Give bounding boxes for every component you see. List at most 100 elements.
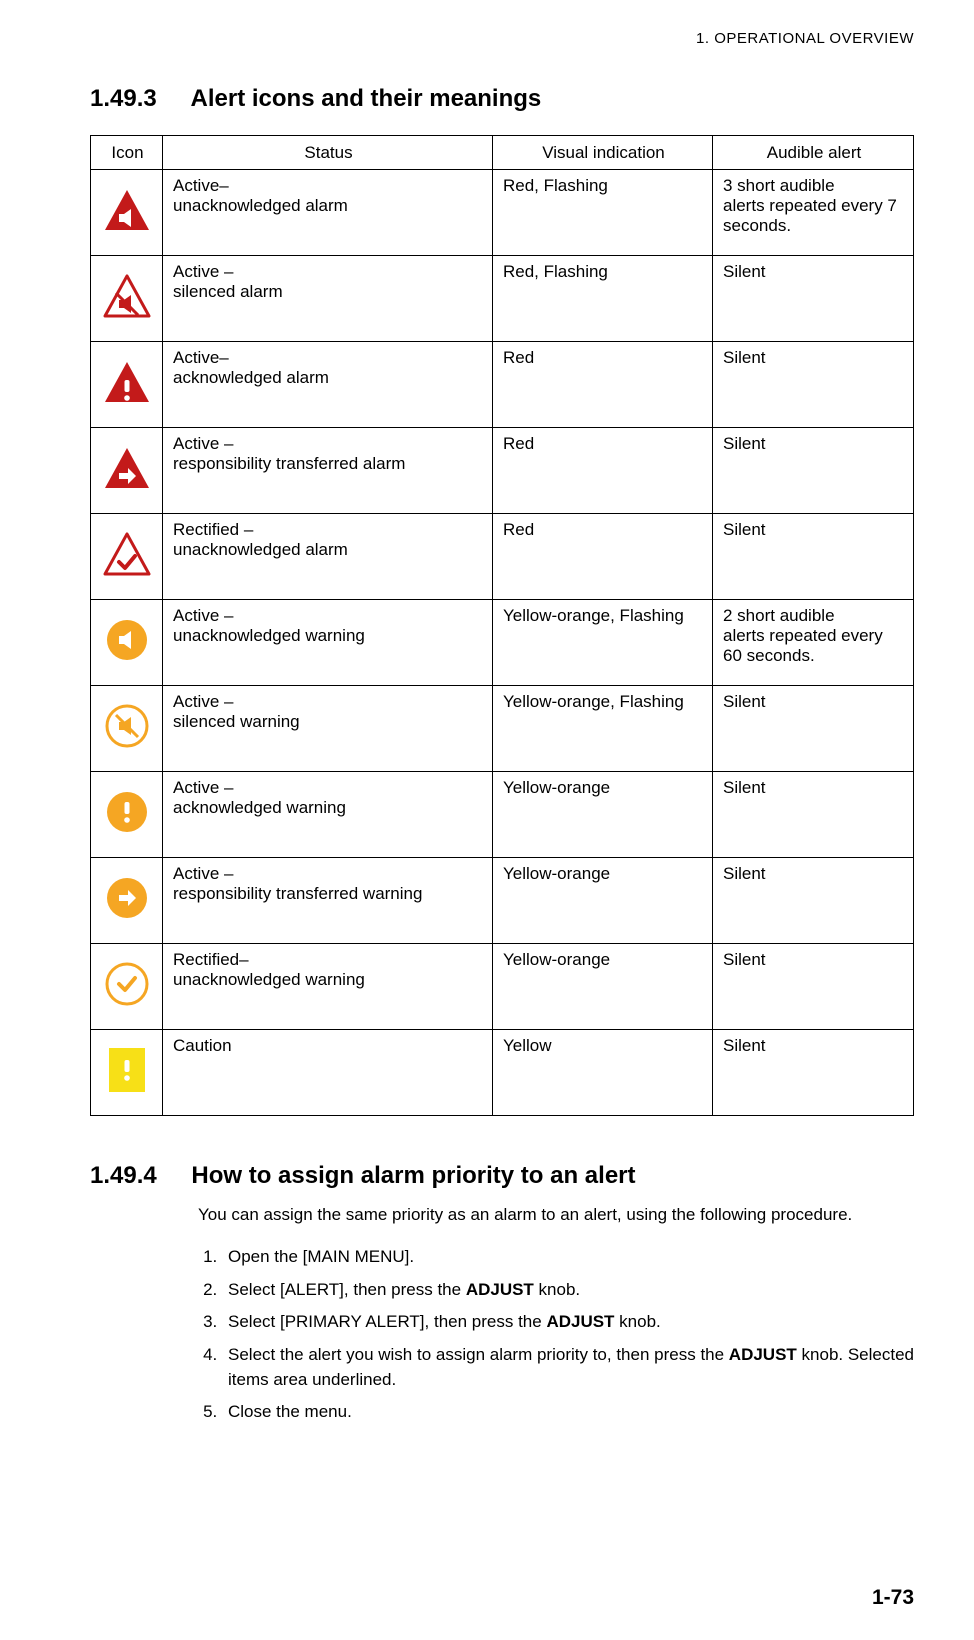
cell-visual: Yellow-orange, Flashing bbox=[493, 600, 713, 686]
cell-status: Active –silenced alarm bbox=[163, 256, 493, 342]
status-line2: silenced warning bbox=[173, 712, 484, 732]
cell-visual: Yellow bbox=[493, 1030, 713, 1116]
cell-audible: Silent bbox=[713, 428, 914, 514]
th-audible: Audible alert bbox=[713, 136, 914, 170]
cell-audible: Silent bbox=[713, 686, 914, 772]
table-row: Active –responsibility transferred warni… bbox=[91, 858, 914, 944]
step-text-post: knob. bbox=[614, 1312, 660, 1331]
table-row: Active –silenced warningYellow-orange, F… bbox=[91, 686, 914, 772]
table-row: Rectified–unacknowledged warningYellow-o… bbox=[91, 944, 914, 1030]
cell-visual: Red, Flashing bbox=[493, 256, 713, 342]
status-line1: Active– bbox=[173, 176, 484, 196]
status-line1: Active– bbox=[173, 348, 484, 368]
cell-visual: Yellow-orange bbox=[493, 772, 713, 858]
audible-line2: alerts repeated every 60 seconds. bbox=[723, 626, 905, 666]
status-line1: Active – bbox=[173, 692, 484, 712]
table-header-row: Icon Status Visual indication Audible al… bbox=[91, 136, 914, 170]
step-text-pre: Select [PRIMARY ALERT], then press the bbox=[228, 1312, 546, 1331]
alert-triangle-icon bbox=[103, 446, 151, 490]
alert-circle-icon bbox=[105, 962, 149, 1006]
cell-icon bbox=[91, 858, 163, 944]
step-item: Close the menu. bbox=[222, 1400, 914, 1425]
audible-line1: Silent bbox=[723, 1036, 905, 1056]
step-item: Open the [MAIN MENU]. bbox=[222, 1245, 914, 1270]
section-2-intro: You can assign the same priority as an a… bbox=[198, 1204, 914, 1227]
alert-triangle-icon bbox=[103, 532, 151, 576]
section-1-number: 1.49.3 bbox=[90, 85, 157, 113]
cell-status: Rectified –unacknowledged alarm bbox=[163, 514, 493, 600]
audible-line1: Silent bbox=[723, 348, 905, 368]
status-line1: Rectified – bbox=[173, 520, 484, 540]
status-line2: responsibility transferred alarm bbox=[173, 454, 484, 474]
cell-audible: Silent bbox=[713, 858, 914, 944]
step-text-bold: ADJUST bbox=[546, 1312, 614, 1331]
status-line1: Active – bbox=[173, 778, 484, 798]
step-item: Select [ALERT], then press the ADJUST kn… bbox=[222, 1278, 914, 1303]
cell-icon bbox=[91, 772, 163, 858]
cell-audible: Silent bbox=[713, 342, 914, 428]
cell-icon bbox=[91, 514, 163, 600]
status-line2: unacknowledged alarm bbox=[173, 540, 484, 560]
section-2-number: 1.49.4 bbox=[90, 1162, 157, 1190]
cell-status: Active –responsibility transferred alarm bbox=[163, 428, 493, 514]
cell-icon bbox=[91, 170, 163, 256]
th-status: Status bbox=[163, 136, 493, 170]
audible-line1: 3 short audible bbox=[723, 176, 905, 196]
alert-circle-icon bbox=[105, 704, 149, 748]
table-row: Caution Yellow Silent bbox=[91, 1030, 914, 1116]
status-line1: Active – bbox=[173, 864, 484, 884]
cell-status: Rectified–unacknowledged warning bbox=[163, 944, 493, 1030]
cell-audible: Silent bbox=[713, 1030, 914, 1116]
step-text-bold: ADJUST bbox=[466, 1280, 534, 1299]
cell-status: Active–unacknowledged alarm bbox=[163, 170, 493, 256]
step-text-pre: Select the alert you wish to assign alar… bbox=[228, 1345, 729, 1364]
table-row: Active –silenced alarmRed, FlashingSilen… bbox=[91, 256, 914, 342]
step-text-pre: Open the [MAIN MENU]. bbox=[228, 1247, 414, 1266]
status-line1: Rectified– bbox=[173, 950, 484, 970]
cell-icon bbox=[91, 256, 163, 342]
section-1-title: Alert icons and their meanings bbox=[191, 85, 542, 112]
status-line2: unacknowledged warning bbox=[173, 970, 484, 990]
section-2-title: How to assign alarm priority to an alert bbox=[191, 1162, 635, 1189]
cell-visual: Yellow-orange bbox=[493, 858, 713, 944]
status-line2: unacknowledged alarm bbox=[173, 196, 484, 216]
status-line1: Active – bbox=[173, 606, 484, 626]
cell-audible: 2 short audiblealerts repeated every 60 … bbox=[713, 600, 914, 686]
table-row: Rectified –unacknowledged alarmRedSilent bbox=[91, 514, 914, 600]
table-row: Active –unacknowledged warningYellow-ora… bbox=[91, 600, 914, 686]
status-line1: Caution bbox=[173, 1036, 484, 1056]
alerts-table: Icon Status Visual indication Audible al… bbox=[90, 135, 914, 1116]
th-visual: Visual indication bbox=[493, 136, 713, 170]
cell-icon bbox=[91, 944, 163, 1030]
cell-audible: Silent bbox=[713, 772, 914, 858]
status-line2: acknowledged warning bbox=[173, 798, 484, 818]
cell-icon bbox=[91, 1030, 163, 1116]
audible-line1: Silent bbox=[723, 692, 905, 712]
th-icon: Icon bbox=[91, 136, 163, 170]
cell-icon bbox=[91, 600, 163, 686]
cell-status: Active –unacknowledged warning bbox=[163, 600, 493, 686]
cell-status: Active –acknowledged warning bbox=[163, 772, 493, 858]
status-line2: silenced alarm bbox=[173, 282, 484, 302]
section-2-heading: 1.49.4 How to assign alarm priority to a… bbox=[90, 1162, 914, 1190]
step-text-pre: Close the menu. bbox=[228, 1402, 352, 1421]
page-number: 1-73 bbox=[872, 1586, 914, 1610]
step-text-post: knob. bbox=[534, 1280, 580, 1299]
status-line2: acknowledged alarm bbox=[173, 368, 484, 388]
cell-audible: Silent bbox=[713, 256, 914, 342]
cell-audible: Silent bbox=[713, 514, 914, 600]
page: 1. OPERATIONAL OVERVIEW 1.49.3 Alert ico… bbox=[0, 0, 974, 1640]
cell-icon bbox=[91, 686, 163, 772]
steps-list: Open the [MAIN MENU]. Select [ALERT], the… bbox=[198, 1245, 914, 1425]
audible-line1: 2 short audible bbox=[723, 606, 905, 626]
status-line1: Active – bbox=[173, 434, 484, 454]
status-line2: unacknowledged warning bbox=[173, 626, 484, 646]
cell-status: Active–acknowledged alarm bbox=[163, 342, 493, 428]
step-item: Select [PRIMARY ALERT], then press the A… bbox=[222, 1310, 914, 1335]
alert-triangle-icon bbox=[103, 360, 151, 404]
alert-triangle-icon bbox=[103, 274, 151, 318]
audible-line1: Silent bbox=[723, 520, 905, 540]
audible-line1: Silent bbox=[723, 864, 905, 884]
table-row: Active–unacknowledged alarmRed, Flashing… bbox=[91, 170, 914, 256]
audible-line2: alerts repeated every 7 seconds. bbox=[723, 196, 905, 236]
